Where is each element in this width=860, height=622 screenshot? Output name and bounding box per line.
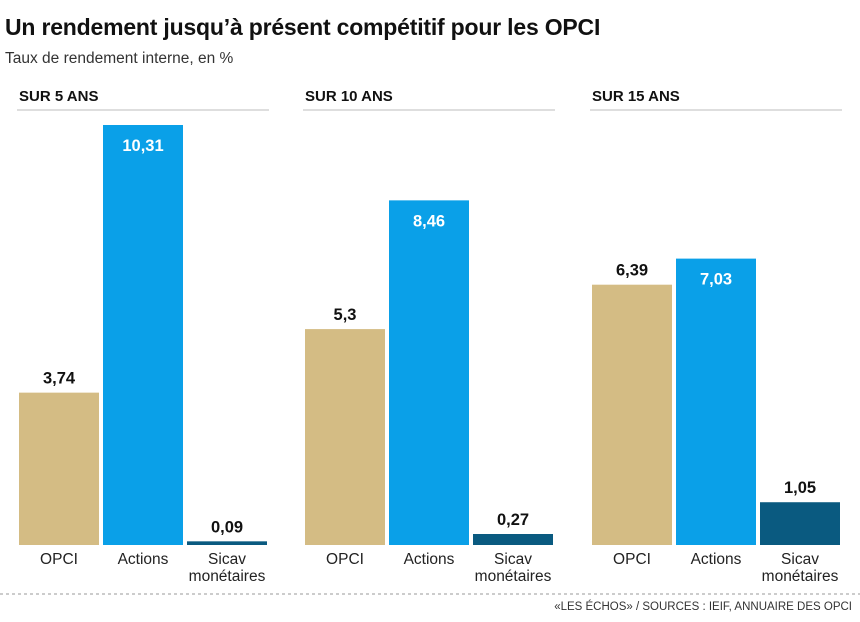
category-label-1-2: Actions bbox=[118, 551, 169, 568]
category-label-2-1: OPCI bbox=[326, 551, 364, 568]
bar-3-2 bbox=[676, 258, 756, 545]
category-label-1-3: Sicav monétaires bbox=[189, 551, 266, 585]
bar-2-1 bbox=[305, 329, 385, 545]
value-label-3-2: 7,03 bbox=[700, 271, 732, 289]
value-label-2-1: 5,3 bbox=[334, 306, 357, 324]
category-label-2-3: Sicav monétaires bbox=[475, 551, 552, 585]
value-label-3-1: 6,39 bbox=[616, 262, 648, 280]
bar-3-1 bbox=[592, 284, 672, 545]
bar-1-2 bbox=[103, 125, 183, 545]
bar-charts: SUR 5 ANS 3,74 OPCI 10,31 Actions 0,09 Sicav mo… bbox=[0, 88, 860, 595]
panel-title-3: SUR 15 ANS bbox=[592, 88, 680, 105]
value-label-1-2: 10,31 bbox=[122, 137, 163, 155]
value-label-2-2: 8,46 bbox=[413, 212, 445, 230]
category-label-3-1: OPCI bbox=[613, 551, 651, 568]
source-note: «LES ÉCHOS» / SOURCES : IEIF, ANNUAIRE D… bbox=[554, 601, 852, 613]
category-label-2-2: Actions bbox=[404, 551, 455, 568]
value-label-2-3: 0,27 bbox=[497, 511, 529, 529]
panel-title-2: SUR 10 ANS bbox=[305, 88, 393, 105]
value-label-1-1: 3,74 bbox=[43, 370, 76, 388]
category-label-3-2: Actions bbox=[691, 551, 742, 568]
bar-3-3 bbox=[760, 502, 840, 545]
bar-2-2 bbox=[389, 200, 469, 546]
bar-2-3 bbox=[473, 534, 553, 545]
panel-title-1: SUR 5 ANS bbox=[19, 88, 98, 105]
chart-subtitle: Taux de rendement interne, en % bbox=[5, 50, 234, 67]
bar-1-1 bbox=[19, 392, 99, 545]
value-label-1-3: 0,09 bbox=[211, 518, 243, 536]
value-label-3-3: 1,05 bbox=[784, 479, 816, 497]
category-label-3-3: Sicav monétaires bbox=[762, 551, 839, 585]
bar-1-3 bbox=[187, 541, 267, 545]
category-label-1-1: OPCI bbox=[40, 551, 78, 568]
chart-title: Un rendement jusqu’à présent compétitif … bbox=[5, 14, 601, 40]
